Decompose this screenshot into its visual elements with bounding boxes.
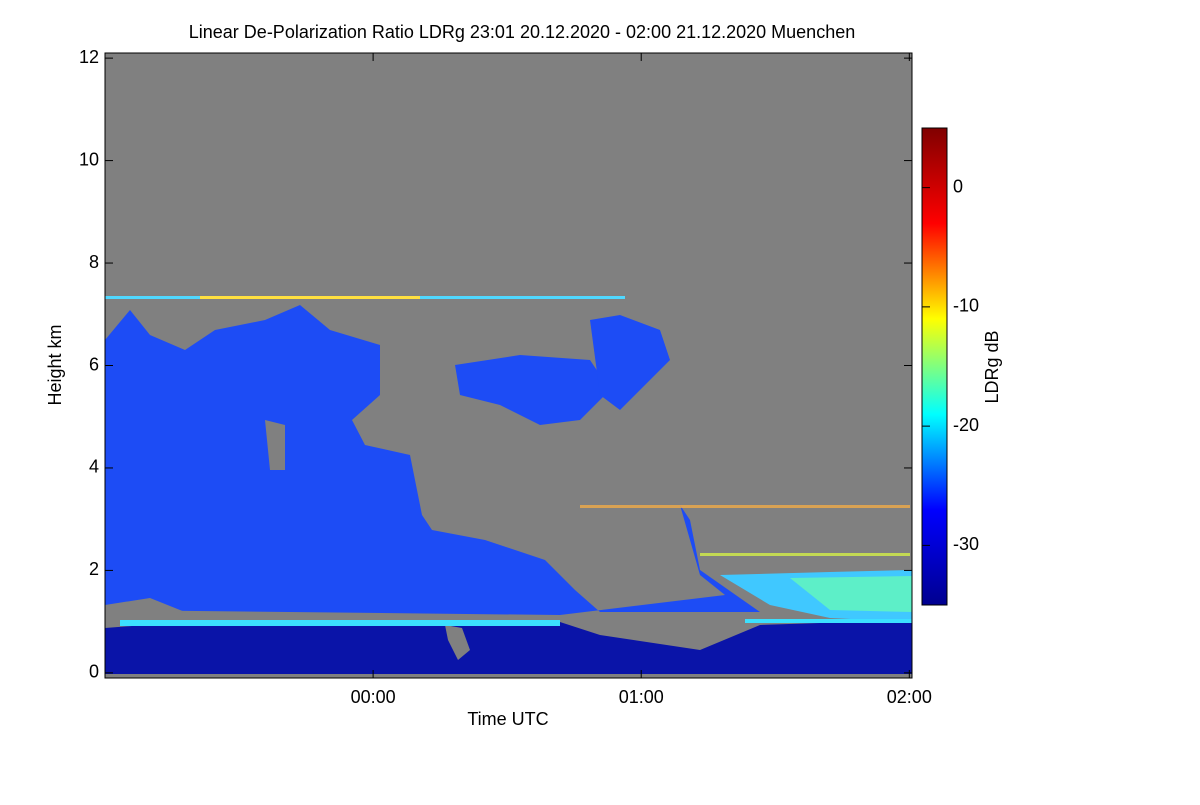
x-axis-label: Time UTC <box>467 709 548 729</box>
cloud-layer <box>580 505 910 508</box>
colorbar-tick-label: -30 <box>953 534 979 554</box>
cloud-gap <box>445 625 470 660</box>
y-tick-label: 0 <box>89 662 99 682</box>
x-tick-label: 00:00 <box>351 687 396 707</box>
y-tick-label: 4 <box>89 457 99 477</box>
y-tick-label: 6 <box>89 354 99 374</box>
chart-title: Linear De-Polarization Ratio LDRg 23:01 … <box>189 22 855 42</box>
cloud-region <box>790 576 912 612</box>
colorbar <box>921 127 948 606</box>
low-layer <box>105 620 912 674</box>
y-axis-label: Height km <box>45 324 65 405</box>
y-tick-label: 12 <box>79 47 99 67</box>
cloud-layer <box>200 296 420 299</box>
colorbar-tick-label: -10 <box>953 296 979 316</box>
cloud-gap <box>105 598 185 618</box>
cloud-layer <box>745 619 912 623</box>
cloud-region <box>455 355 610 425</box>
colorbar-tick-label: -20 <box>953 415 979 435</box>
x-tick-label: 02:00 <box>887 687 932 707</box>
colorbar-label: LDRg dB <box>982 330 1002 403</box>
y-tick-label: 10 <box>79 149 99 169</box>
colorbar-tick-label: 0 <box>953 176 963 196</box>
cloud-gap <box>265 420 285 470</box>
cloud-layer <box>120 620 560 626</box>
y-tick-label: 2 <box>89 559 99 579</box>
cloud-layer <box>700 553 910 556</box>
field <box>105 296 912 674</box>
x-tick-label: 01:00 <box>619 687 664 707</box>
cloud-region <box>105 305 760 615</box>
cloud-region <box>590 315 670 410</box>
y-tick-label: 8 <box>89 252 99 272</box>
